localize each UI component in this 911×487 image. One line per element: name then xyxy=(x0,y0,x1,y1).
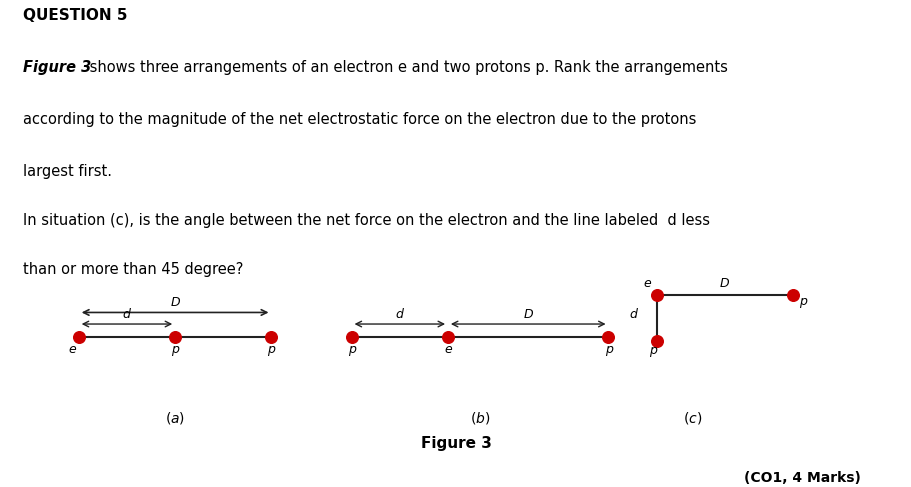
Text: according to the magnitude of the net electrostatic force on the electron due to: according to the magnitude of the net el… xyxy=(23,112,695,127)
Point xyxy=(649,291,663,299)
Text: In situation (c), is the angle between the net force on the electron and the lin: In situation (c), is the angle between t… xyxy=(23,213,709,228)
Text: p: p xyxy=(267,343,275,356)
Text: e: e xyxy=(444,343,451,356)
Text: p: p xyxy=(347,343,355,356)
Text: p: p xyxy=(799,295,806,308)
Text: p: p xyxy=(648,344,656,357)
Text: $D$: $D$ xyxy=(719,277,730,290)
Point xyxy=(600,333,615,340)
Text: largest first.: largest first. xyxy=(23,164,112,179)
Text: $d$: $d$ xyxy=(629,307,639,321)
Text: e: e xyxy=(68,343,77,356)
Text: Figure 3: Figure 3 xyxy=(420,436,491,450)
Text: $d$: $d$ xyxy=(394,307,404,321)
Point xyxy=(344,333,359,340)
Text: $d$: $d$ xyxy=(122,307,132,321)
Point xyxy=(785,291,800,299)
Text: $(b)$: $(b)$ xyxy=(469,410,490,426)
Point xyxy=(168,333,182,340)
Point xyxy=(71,333,86,340)
Text: p: p xyxy=(604,343,612,356)
Text: (CO1, 4 Marks): (CO1, 4 Marks) xyxy=(743,471,860,485)
Text: $(c)$: $(c)$ xyxy=(682,410,701,426)
Text: $D$: $D$ xyxy=(522,308,533,321)
Text: p: p xyxy=(171,343,179,356)
Point xyxy=(649,337,663,345)
Text: than or more than 45 degree?: than or more than 45 degree? xyxy=(23,262,243,277)
Text: Figure 3: Figure 3 xyxy=(23,60,91,75)
Point xyxy=(264,333,279,340)
Text: $D$: $D$ xyxy=(169,297,180,309)
Text: shows three arrangements of an electron e and two protons p. Rank the arrangemen: shows three arrangements of an electron … xyxy=(85,60,727,75)
Text: e: e xyxy=(642,277,650,290)
Text: $(a)$: $(a)$ xyxy=(165,410,185,426)
Text: QUESTION 5: QUESTION 5 xyxy=(23,8,128,23)
Point xyxy=(440,333,455,340)
